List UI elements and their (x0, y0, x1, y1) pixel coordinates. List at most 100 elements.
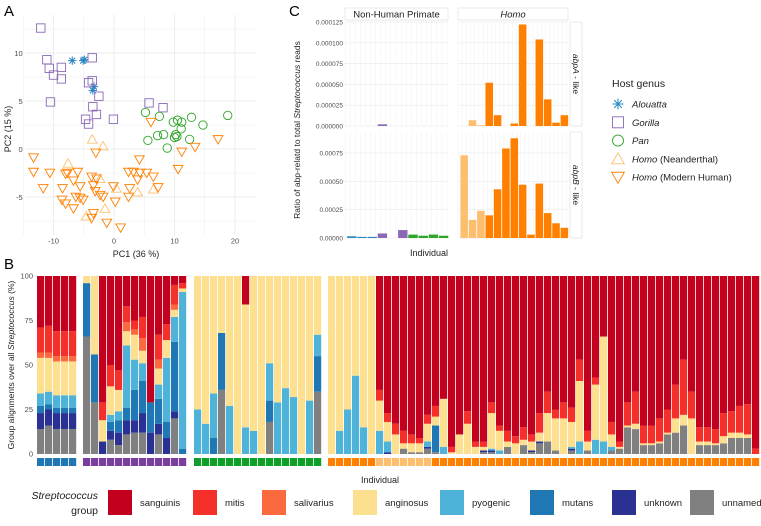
host-tile-modern (672, 458, 680, 466)
bar-segment-mitis (560, 402, 568, 419)
bar-segment-unnamed-species (37, 429, 45, 454)
bar-segment-mitis (384, 413, 392, 422)
host-tile-modern (592, 458, 600, 466)
bar-segment-anginosus (616, 446, 624, 449)
host-tile-pan (202, 458, 210, 466)
host-tile-gorilla (107, 458, 115, 466)
bar-segment-pyogenic (155, 384, 163, 399)
bar-segment-mitis (107, 365, 115, 387)
bar-segment-sanguinis (656, 276, 664, 419)
host-tile-neanderthal (416, 458, 424, 466)
point-neanderthal (94, 173, 106, 183)
bar-segment-sanguinis (464, 276, 472, 412)
bar-segment-mitis (752, 448, 760, 454)
bar-segment-unnamed-species (131, 432, 139, 454)
bar-segment-sanguinis (107, 276, 115, 365)
host-tile-modern (432, 458, 440, 466)
bar-segment-mitis (584, 430, 592, 442)
bar-segment-unknown (45, 409, 53, 426)
bar-segment-mitis (115, 370, 123, 390)
group-legend-title: Streptococcus (31, 490, 98, 502)
bar-segment-anginosus (408, 443, 416, 453)
facet-label: Non-Human Primate (353, 10, 440, 21)
point-modern (27, 153, 40, 164)
point-modern (86, 172, 98, 183)
bar-segment-pyogenic (576, 441, 584, 454)
bar-segment-pyogenic (496, 450, 504, 454)
bar-segment-anginosus (456, 434, 464, 454)
host-tile-pan (306, 458, 314, 466)
bar-segment-mutans (210, 437, 218, 454)
bar-segment-anginosus (512, 443, 520, 454)
bar-segment-pyogenic (282, 388, 290, 454)
bar-segment-anginosus (376, 400, 384, 431)
bar-segment-mitis (448, 446, 456, 453)
point-pan (172, 115, 183, 125)
bar-abpB-gorilla (377, 233, 388, 238)
bar-segment-salivarius (171, 304, 179, 310)
bar-segment-unknown (37, 413, 45, 430)
bar-segment-mitis (99, 402, 107, 421)
host-tile-neanderthal (384, 458, 392, 466)
legend-swatch-sanguinis (108, 490, 132, 515)
bar-segment-salivarius (37, 352, 45, 358)
bar-segment-anginosus (107, 386, 115, 415)
bar-segment-mutans (218, 332, 226, 390)
host-tile-modern (344, 458, 352, 466)
facet-row-strip (569, 131, 583, 239)
bar-segment-unnamed-species (314, 391, 322, 454)
point-modern (90, 174, 103, 185)
point-modern (87, 209, 100, 219)
bar-segment-pyogenic (131, 359, 139, 390)
bar-segment-unknown (61, 413, 69, 430)
y-tick-label: 0.000125 (316, 20, 343, 27)
point-alouatta (89, 82, 99, 91)
bar-segment-anginosus (600, 336, 608, 442)
point-pan (154, 111, 165, 122)
bar-segment-sanguinis (720, 276, 728, 414)
bar-abpB-pan (418, 235, 428, 238)
bar-segment-anginosus (218, 276, 226, 333)
bar-abpA-modern (510, 123, 519, 126)
bar-segment-sanguinis (552, 276, 560, 410)
bar-segment-mitis (179, 283, 187, 289)
facet-row-label-italic: abpB (571, 165, 581, 185)
bar-abpA-modern (493, 115, 502, 126)
host-tile-modern (488, 458, 496, 466)
bar-segment-mitis (672, 384, 680, 419)
bar-segment-sanguinis (592, 276, 600, 378)
composition-y-label-pre: Group alignments over all (6, 350, 16, 449)
legend-label-rest: (Modern Human) (657, 173, 731, 184)
abp-ratio-chart: Non-Human Primate Homo 0.000000 0.000025 0.0… (316, 7, 583, 243)
bar-segment-mitis (464, 411, 472, 424)
host-tile-neanderthal (400, 458, 408, 466)
bar-segment-mitis (504, 430, 512, 442)
bar-segment-pyogenic (592, 439, 600, 454)
point-gorilla (108, 114, 119, 124)
bar-segment-anginosus (360, 276, 368, 428)
bar-segment-pyogenic (45, 391, 53, 405)
bar-segment-anginosus (472, 446, 480, 454)
host-tile-modern (536, 458, 544, 466)
bar-segment-sanguinis (456, 276, 464, 435)
point-modern (70, 192, 82, 203)
y-tick-label: 0 (29, 450, 33, 459)
bar-segment-unnamed-species (712, 445, 720, 454)
y-tick-label: 0.00000 (320, 236, 344, 243)
point-modern (72, 167, 84, 178)
bar-segment-sanguinis (688, 276, 696, 392)
bar-segment-sanguinis (424, 276, 432, 415)
bar-segment-anginosus (656, 441, 664, 444)
bar-segment-anginosus (314, 276, 322, 335)
bar-segment-unknown (131, 420, 139, 433)
point-modern (74, 182, 86, 192)
y-tick-label: 0.000025 (316, 103, 343, 110)
host-tile-modern (608, 458, 616, 466)
host-tile-modern (720, 458, 728, 466)
bar-segment-unnamed-species (632, 429, 640, 454)
y-tick-label: 100 (20, 272, 33, 281)
bar-segment-sanguinis (488, 276, 496, 403)
bar-segment-mitis (648, 425, 656, 444)
bar-segment-mitis (480, 441, 488, 447)
bar-segment-sanguinis (448, 276, 456, 447)
